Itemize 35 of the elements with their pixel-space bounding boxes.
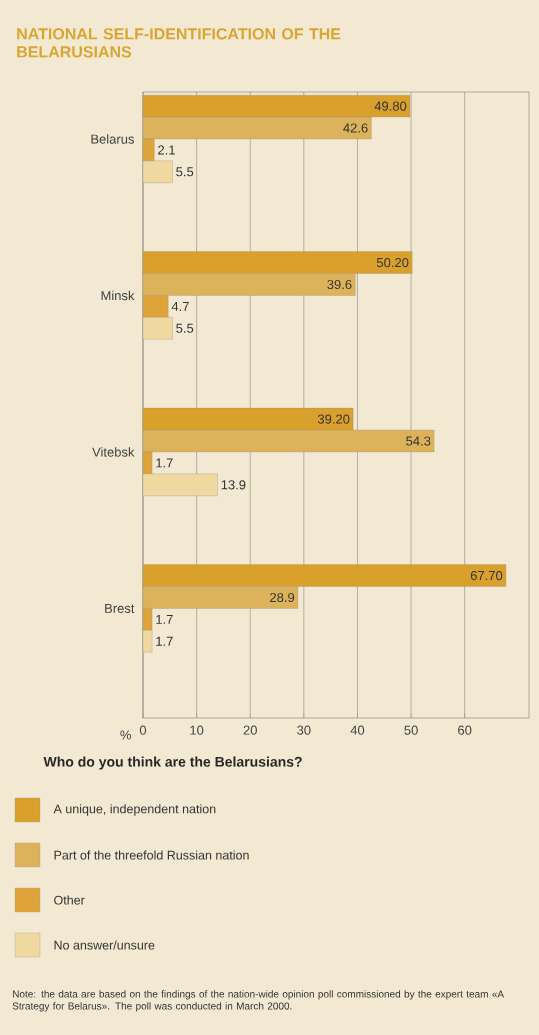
x-axis-title: % (120, 730, 132, 740)
data-label: 13.9 (221, 480, 246, 490)
y-tick-label: Brest (105, 603, 135, 613)
x-tick-label: 30 (297, 725, 311, 735)
data-label: 49.80 (374, 101, 407, 111)
data-label: 5.5 (176, 167, 194, 177)
text: Note: the data are based on the findings of the nation-wide opinion poll commissioned by the expert team «A Strategy for Belarus». The poll was conducted in March 2000. (12, 990, 505, 1012)
x-tick-label: 40 (350, 725, 365, 735)
legend-label: Other (54, 895, 85, 905)
data-label: 1.7 (156, 636, 173, 646)
x-tick-label: 0 (139, 725, 147, 735)
legend-label: Part of the threefold Russian nation (54, 850, 249, 860)
x-tick-label: 60 (458, 725, 472, 735)
data-label: 39.6 (327, 279, 352, 290)
data-label: 1.7 (156, 614, 173, 624)
data-label: 50.20 (376, 257, 409, 268)
y-tick-label: Vitebsk (92, 447, 135, 457)
y-tick-label: Belarus (91, 134, 134, 144)
data-label: 42.6 (343, 123, 368, 133)
data-label: 4.7 (171, 301, 189, 311)
x-tick-label: 10 (190, 725, 204, 735)
legend-title: Who do you think are the Belarusians? (43, 756, 302, 770)
y-tick-label: Minsk (101, 290, 135, 301)
data-label: 39.20 (317, 414, 350, 424)
legend-label: A unique, independent nation (53, 804, 216, 816)
data-label: 28.9 (270, 592, 295, 603)
x-tick-label: 50 (404, 725, 418, 735)
data-label: 5.5 (176, 323, 194, 333)
data-label: 54.3 (406, 436, 431, 446)
data-label: 67.70 (470, 570, 503, 581)
x-tick-label: 20 (243, 725, 257, 735)
chart-title: NATIONAL SELF-IDENTIFICATION OF THE BELARUSIANS (17, 28, 341, 58)
data-label: 2.1 (158, 145, 175, 155)
data-label: 1.7 (156, 458, 173, 468)
legend-label: No answer/unsure (54, 940, 155, 950)
